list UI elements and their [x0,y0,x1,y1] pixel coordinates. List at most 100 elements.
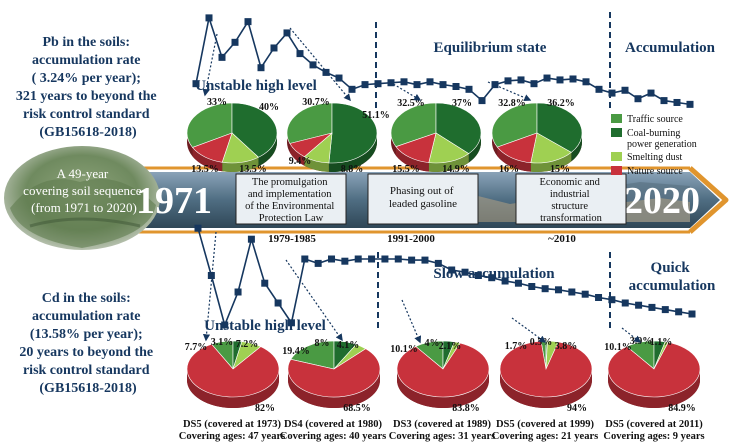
cd-pies [186,340,701,408]
sample-ages-3: Covering ages: 31 years [389,431,495,442]
pb-pie-1-label-0: 33% [207,97,227,108]
cd-pie-5-side-3 [608,369,700,408]
cd-point-28 [568,288,576,296]
sample-name-1: DS5 (covered at 1973) [183,419,282,430]
pb-pie-1-label-1: 40% [259,102,279,113]
pb-phase-unstable: Unstable high level [195,78,317,94]
cd-pie-3-label-3: 83.8% [452,403,480,414]
sample-name-4: DS5 (covered at 1999) [496,419,595,430]
cd-point-19 [448,266,456,274]
pb-point-3 [231,38,239,46]
cd-pie-2-label-3: 68.5% [343,403,371,414]
pb-pie-3-label-1: 37% [452,98,472,109]
pb-pie-3-side-2 [428,153,469,173]
cd-point-16 [408,256,416,264]
pb-point-1 [205,14,213,22]
pb-pie-1-slice-0 [186,102,233,148]
cd-point-5 [261,279,269,287]
cd-pie-3-label-0: 10.1% [390,344,418,355]
pb-point-35 [647,89,655,97]
cd-pie-5-label-0: 10.1% [604,342,632,353]
cd-point-30 [595,294,603,301]
cd-phase-quick: Quick accumulation [629,260,716,294]
legend-swatch-smelting [611,152,622,161]
cd-pie-3-side-3 [397,369,489,408]
pb-pie-2-slice-1 [328,102,378,164]
pb-pie-4-slice-0 [491,102,538,148]
cd-point-20 [461,268,469,276]
cd-point-33 [635,301,643,309]
cd-point-21 [474,272,482,279]
pb-point-21 [465,85,473,93]
source-legend: Traffic source Coal-burning power genera… [611,114,697,177]
pb-pie-labels: 33% 40% 13.5% 13.5% 30.7% 51.1% 9.4% 8.8% 32.5% 3… [191,97,575,175]
pb-pie-3-slice-0 [390,102,437,148]
pb-pie-3-side-1 [468,133,481,163]
pb-pie-4-slice-1 [536,102,583,153]
cd-pie-5-label-3: 84.9% [668,403,696,414]
pb-pie-2-label-3: 8.8% [341,164,364,175]
pb-point-22 [478,97,486,105]
pb-point-4 [244,18,252,26]
sample-ages-2: Covering ages: 40 years [280,431,386,442]
cd-pie-2-label-1: 8% [315,338,330,349]
pb-pie-3-label-0: 32.5% [397,98,425,109]
pb-pie-4-label-1: 36.2% [547,98,575,109]
sample-arrows [202,27,642,344]
pb-point-38 [686,100,694,108]
start-year: 1971 [136,180,212,222]
pb-pie-1-side-1 [258,133,277,167]
cd-point-25 [528,283,536,290]
cd-point-9 [314,259,322,267]
cd-pie-3-label-2: 2.1% [439,341,462,352]
sample-ages-5: Covering ages: 9 years [603,431,704,442]
cd-pie-4-label-1: 0.5% [530,337,553,348]
pb-pie-2-side-3 [289,143,305,166]
pb-point-24 [504,77,512,85]
svg-text:Phasing out of leaded ga: Phasing out of leaded gasoline [389,185,457,210]
cd-point-22 [488,274,496,282]
legend-traffic: Traffic source [627,114,683,125]
event-period-2: 1991-2000 [387,233,435,245]
pb-point-13 [361,81,369,89]
cd-point-31 [608,296,616,304]
cd-point-17 [421,256,429,264]
pb-phase-equilibrium: Equilibrium state [434,40,547,56]
cd-pie-1-side-3 [187,369,279,408]
pb-pie-2-side-1 [328,133,377,172]
pb-pie-2-slice-0 [286,102,333,144]
cd-pie-5-slice-3 [607,342,701,398]
cd-phase-unstable: Unstable high level [204,318,326,334]
pb-point-8 [296,50,304,58]
cd-point-8 [301,255,309,263]
cd-pie-2-label-2: 4.1% [337,340,360,351]
pb-pie-3-label-2: 15.5% [392,164,420,175]
cd-pie-1-label-1: 3.1% [211,337,234,348]
event-box-2: Phasing out of leaded gasoline [367,173,479,225]
cd-point-1 [207,272,215,279]
pb-point-25 [517,76,525,84]
pb-point-6 [270,44,278,52]
pb-point-33 [621,86,629,94]
pb-pie-4-slice-3 [496,132,538,164]
cd-point-26 [541,285,549,293]
pb-point-37 [673,98,681,106]
sample-name-5: DS5 (covered at 2011) [605,419,703,430]
pb-pie-1-side-3 [192,147,223,172]
cd-pie-2-side-3 [288,369,380,408]
pb-point-14 [374,80,382,88]
pb-point-12 [348,85,356,93]
pb-point-5 [257,64,265,72]
legend-nature: Nature source [627,166,683,177]
cd-pie-3-label-1: 4% [425,338,440,349]
event-box-3: Economic and industrial structure transf… [515,173,627,225]
sample-arrow-5 [285,259,343,342]
pb-point-9 [309,61,317,69]
pb-pie-4-side-3 [497,147,531,172]
pb-point-17 [413,81,421,89]
cd-point-27 [554,286,562,294]
cd-point-15 [394,255,402,263]
pb-point-27 [543,74,551,82]
soil-sequence-photo [4,146,160,250]
